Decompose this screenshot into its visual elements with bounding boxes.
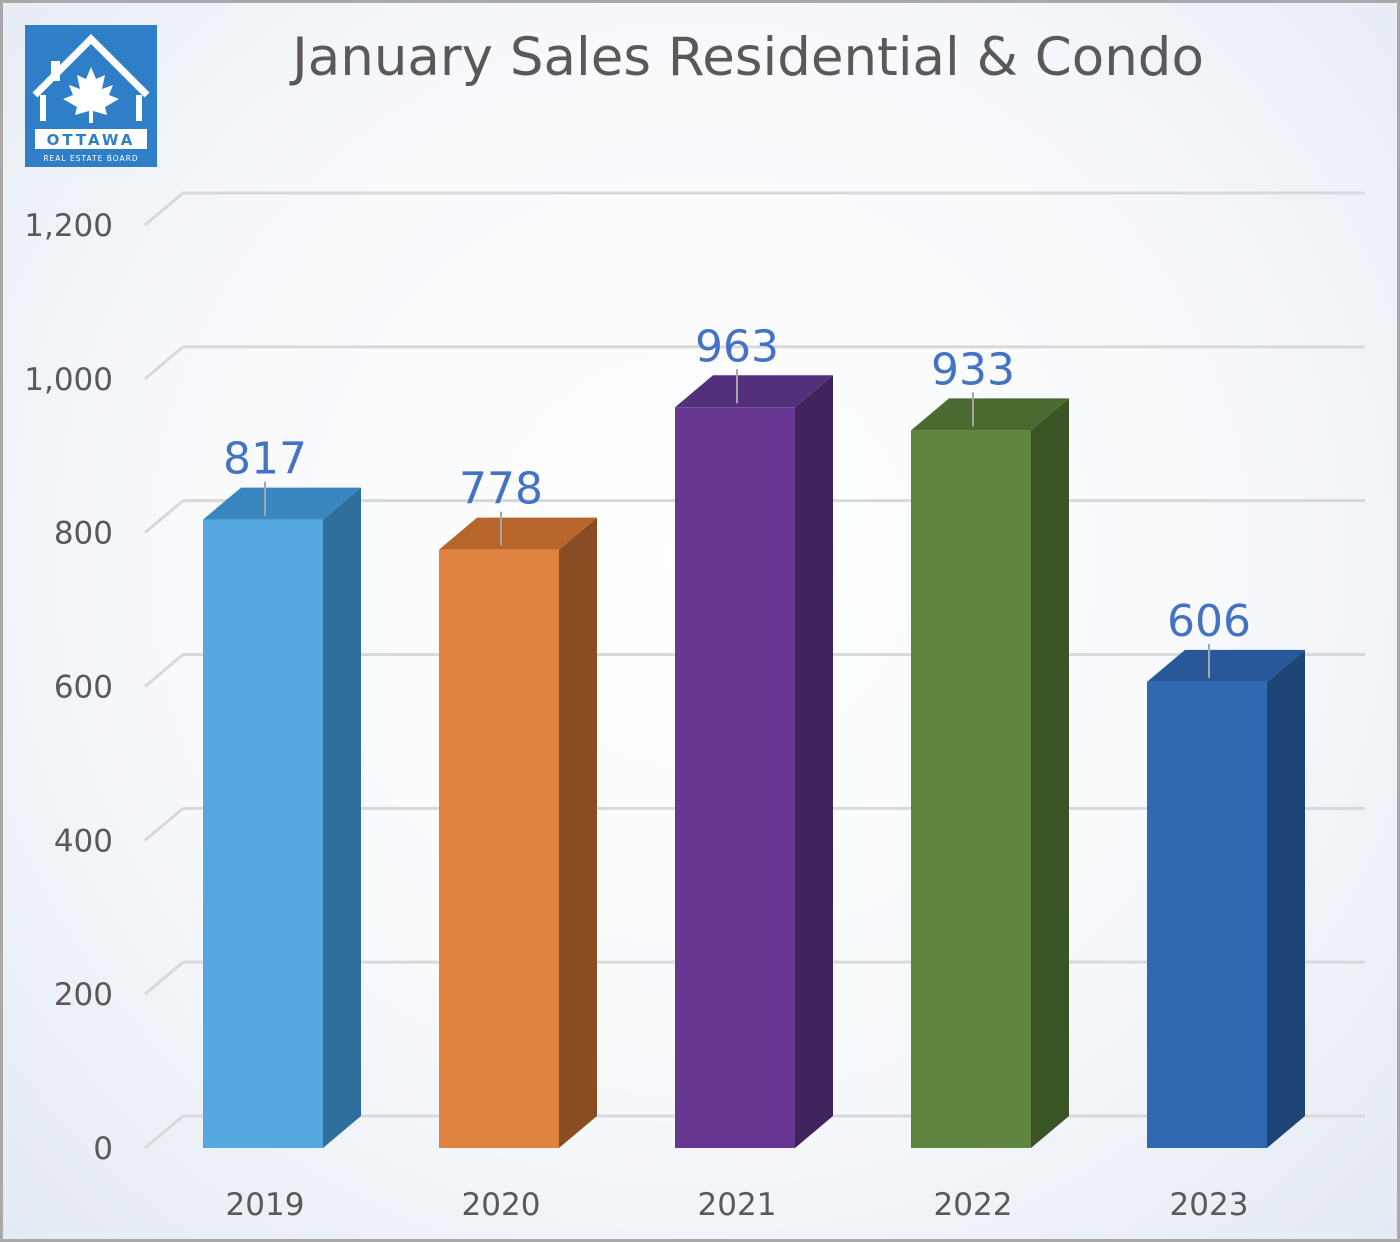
x-tick-label: 2019 xyxy=(226,1187,305,1223)
y-tick-label: 800 xyxy=(54,516,113,552)
gridline-edge xyxy=(144,807,184,842)
bar-top xyxy=(675,375,833,408)
bar-top xyxy=(439,517,597,550)
bar-side xyxy=(559,517,597,1148)
gridline-edge xyxy=(144,1114,184,1150)
bar-side xyxy=(1031,398,1069,1148)
bar xyxy=(203,519,323,1148)
bar-side xyxy=(323,487,361,1148)
y-tick-label: 600 xyxy=(54,670,113,706)
house-maple-leaf-icon: OTTAWA REAL ESTATE BOARD xyxy=(32,34,150,163)
gridline-edge xyxy=(144,499,184,534)
data-label: 606 xyxy=(1167,596,1251,647)
gridline-edge xyxy=(144,653,184,688)
bar xyxy=(439,549,559,1148)
bar xyxy=(675,407,795,1149)
x-tick-label: 2022 xyxy=(934,1187,1013,1223)
bar xyxy=(1147,681,1267,1148)
logo-wordmark: OTTAWA xyxy=(47,131,136,149)
gridline-edge xyxy=(144,345,184,380)
bar-top xyxy=(1147,649,1305,682)
bar-top xyxy=(203,487,361,520)
logo-tagline: REAL ESTATE BOARD xyxy=(43,154,138,163)
bar xyxy=(911,430,1031,1148)
x-tick-label: 2020 xyxy=(462,1187,541,1223)
chart-title: January Sales Residential & Condo xyxy=(292,27,1204,88)
x-tick-label: 2021 xyxy=(698,1187,777,1223)
y-tick-label: 0 xyxy=(93,1131,113,1167)
data-label: 817 xyxy=(223,434,307,485)
bar-side xyxy=(795,375,833,1149)
y-tick-label: 1,000 xyxy=(24,362,113,398)
gridline-edge xyxy=(144,961,184,996)
gridline-edge xyxy=(144,191,184,227)
y-tick-label: 1,200 xyxy=(24,208,113,244)
y-tick-label: 200 xyxy=(54,977,113,1013)
data-label: 933 xyxy=(931,344,1015,395)
bar-top xyxy=(911,398,1069,431)
y-tick-label: 400 xyxy=(54,823,113,859)
bar-chart: 0 200 400 600 800 1,000 1,200 817 2019 778 2020 963… xyxy=(24,191,1365,1223)
data-label: 963 xyxy=(695,321,779,372)
data-label: 778 xyxy=(459,464,543,515)
ottawa-real-estate-board-logo: OTTAWA REAL ESTATE BOARD xyxy=(25,25,157,167)
bar-side xyxy=(1267,649,1305,1148)
x-tick-label: 2023 xyxy=(1170,1187,1249,1223)
